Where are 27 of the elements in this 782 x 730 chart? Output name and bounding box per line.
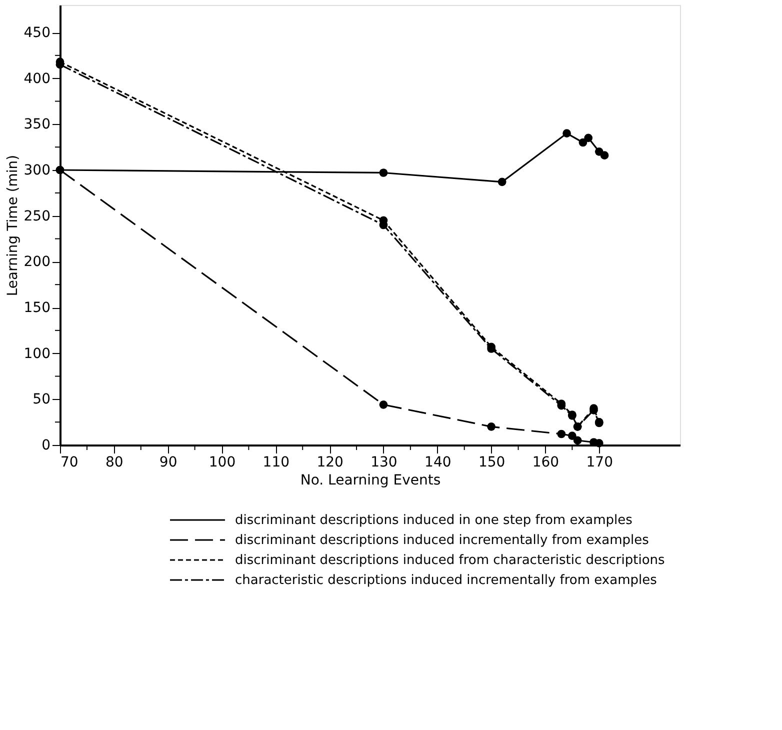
y-tick-label: 200	[24, 254, 50, 270]
y-tick-label: 300	[24, 162, 50, 178]
y-tick-label: 400	[24, 70, 50, 87]
y-tick-label: 100	[24, 346, 50, 362]
legend-label: discriminant descriptions induced incrementally from examples	[235, 533, 650, 548]
x-tick-label: 70	[60, 454, 78, 470]
y-axis-title: Learning Time (min)	[4, 154, 21, 296]
y-tick-label: 150	[24, 300, 50, 316]
x-tick-label: 150	[478, 454, 506, 470]
legend-label: characteristic descriptions induced incrementally from examples	[235, 573, 658, 588]
x-tick-label: 140	[424, 454, 452, 470]
x-tick-label: 170	[586, 454, 613, 470]
y-tick-label: 0	[42, 438, 50, 454]
y-tick-label: 450	[24, 25, 50, 41]
legend-label: discriminant descriptions induced in one step from examples	[235, 513, 633, 528]
x-tick-label: 90	[159, 454, 178, 470]
legend-label: discriminant descriptions induced from characteristic descriptions	[235, 553, 666, 568]
x-tick-label: 110	[262, 454, 290, 470]
x-tick-label: 130	[370, 454, 398, 470]
y-tick-label: 250	[24, 208, 50, 224]
x-tick-label: 100	[208, 454, 236, 470]
x-tick-label: 120	[316, 454, 344, 470]
x-tick-label: 80	[106, 454, 124, 470]
y-tick-label: 350	[24, 116, 50, 133]
x-axis-title: No. Learning Events	[300, 472, 441, 488]
y-tick-label: 50	[32, 392, 50, 408]
x-tick-label: 160	[532, 454, 560, 470]
